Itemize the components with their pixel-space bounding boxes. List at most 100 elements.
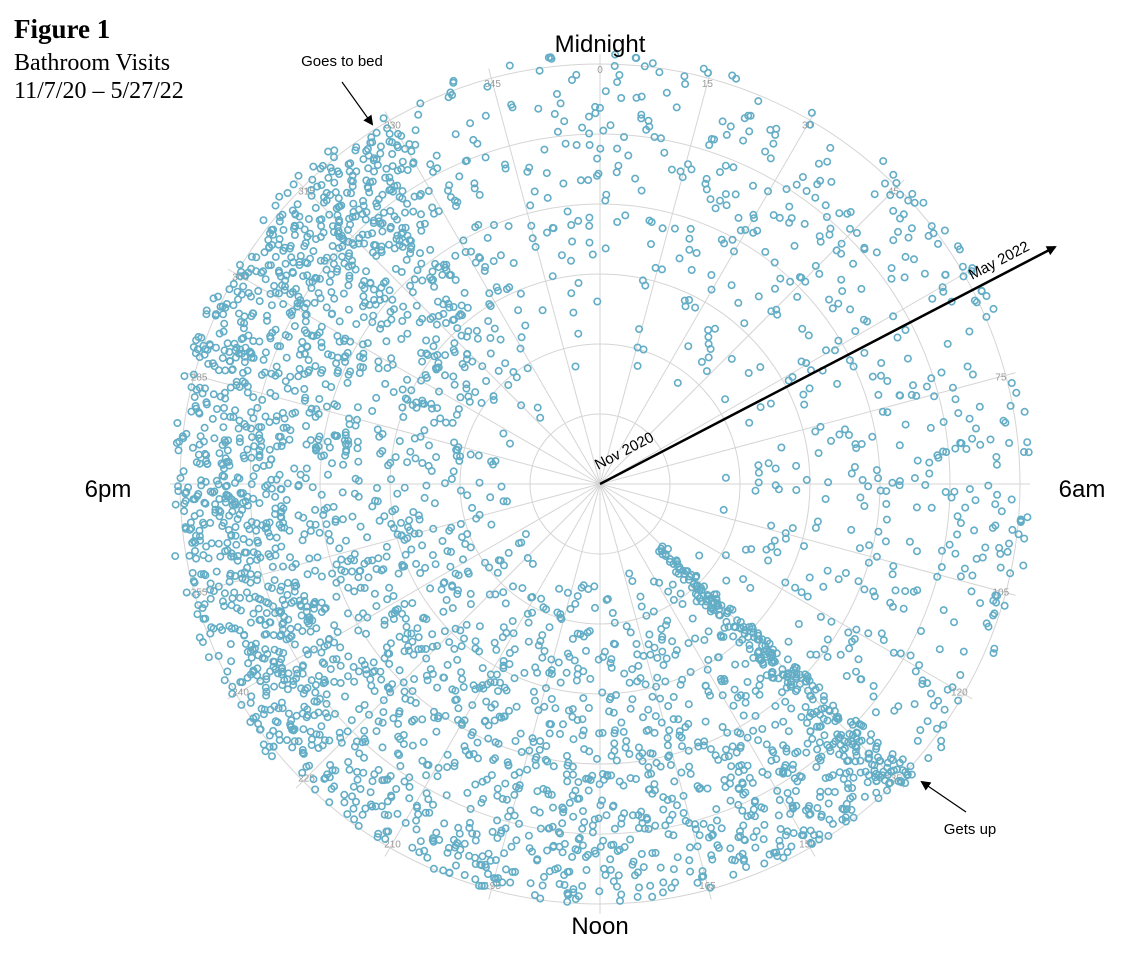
data-point-22: [360, 726, 369, 735]
data-point-3287: [302, 602, 311, 611]
data-point-1285: [547, 694, 556, 703]
data-point-1622: [320, 256, 329, 265]
data-point-2854: [686, 224, 695, 233]
data-point-1229: [325, 634, 334, 643]
data-point-2118: [315, 730, 324, 739]
data-point-1072: [501, 865, 510, 874]
data-point-2981: [951, 395, 960, 404]
data-point-2972: [534, 104, 543, 113]
data-point-1045: [599, 864, 608, 873]
data-point-1491: [609, 708, 618, 717]
data-point-3176: [274, 432, 283, 441]
data-point-1036: [261, 482, 270, 491]
data-point-1316: [179, 467, 188, 476]
data-point-1179: [669, 831, 678, 840]
data-point-1371: [408, 637, 417, 646]
data-point-1774: [395, 666, 404, 675]
data-point-1245: [208, 488, 217, 497]
data-point-483: [490, 754, 499, 763]
goes-to-bed-arrow: [341, 81, 374, 126]
data-point-2657: [773, 548, 782, 557]
data-point-2011: [360, 298, 369, 307]
data-points: [171, 50, 1033, 906]
data-point-6: [277, 441, 286, 450]
data-point-3274: [302, 328, 311, 337]
data-point-195: [264, 582, 273, 591]
data-point-177: [684, 746, 693, 755]
data-point-1039: [188, 568, 197, 577]
data-point-1768: [606, 658, 615, 667]
data-point-2534: [761, 247, 770, 256]
data-point-2860: [749, 228, 758, 237]
label-6am: 6am: [1059, 476, 1106, 503]
data-point-2771: [887, 274, 896, 283]
data-point-3220: [362, 176, 371, 185]
data-point-428: [418, 715, 427, 724]
data-point-1860: [602, 595, 611, 604]
data-point-1639: [327, 382, 336, 391]
data-point-3492: [336, 678, 345, 687]
data-point-211: [356, 522, 365, 531]
data-point-2615: [517, 333, 526, 342]
data-point-2483: [802, 475, 811, 484]
data-point-1111: [458, 555, 467, 564]
data-point-686: [301, 474, 310, 483]
data-point-403: [407, 386, 416, 395]
data-point-2578: [834, 575, 843, 584]
data-point-3432: [262, 316, 271, 325]
data-point-712: [693, 842, 702, 851]
data-point-2056: [545, 719, 554, 728]
data-point-3051: [451, 202, 460, 211]
data-point-125: [718, 722, 727, 731]
data-point-1792: [610, 824, 619, 833]
data-point-2294: [829, 701, 838, 710]
data-point-1772: [578, 824, 587, 833]
data-point-2338: [724, 622, 733, 631]
data-point-1850: [610, 618, 619, 627]
data-point-387: [361, 804, 370, 813]
data-point-2080: [295, 364, 304, 373]
data-point-1617: [400, 647, 409, 656]
data-point-907: [608, 802, 617, 811]
data-point-3060: [953, 512, 962, 521]
data-point-1368: [244, 501, 253, 510]
data-point-2696: [821, 201, 830, 210]
data-point-2082: [457, 331, 466, 340]
data-point-3381: [266, 388, 275, 397]
data-point-707: [304, 356, 313, 365]
data-point-1405: [317, 338, 326, 347]
data-point-286: [347, 567, 356, 576]
data-point-1658: [321, 604, 330, 613]
data-point-60: [849, 773, 858, 782]
data-point-197: [607, 771, 616, 780]
data-point-2342: [736, 623, 745, 632]
data-point-2980: [935, 645, 944, 654]
data-point-2918: [877, 629, 886, 638]
data-point-2117: [717, 824, 726, 833]
data-point-1972: [293, 299, 302, 308]
data-point-1333: [569, 812, 578, 821]
data-point-226: [330, 709, 339, 718]
data-point-2516: [504, 222, 513, 231]
data-point-1414: [372, 727, 381, 736]
data-point-958: [483, 869, 492, 878]
data-point-2367: [772, 649, 781, 658]
data-point-1281: [825, 773, 834, 782]
data-point-1081: [247, 292, 256, 301]
data-point-2623: [496, 251, 505, 260]
data-point-2803: [920, 269, 929, 278]
data-point-1202: [472, 326, 481, 335]
data-point-3199: [253, 536, 262, 545]
data-point-1956: [563, 649, 572, 658]
data-point-2718: [967, 267, 976, 276]
data-point-3504: [255, 453, 264, 462]
data-point-11: [422, 654, 431, 663]
data-point-3209: [256, 436, 265, 445]
data-point-394: [475, 510, 484, 519]
data-point-1856: [416, 432, 425, 441]
data-point-704: [530, 805, 539, 814]
grid-spoke-120: [599, 483, 973, 700]
data-point-1282: [249, 609, 258, 618]
data-point-1400: [477, 398, 486, 407]
data-point-1909: [330, 178, 339, 187]
